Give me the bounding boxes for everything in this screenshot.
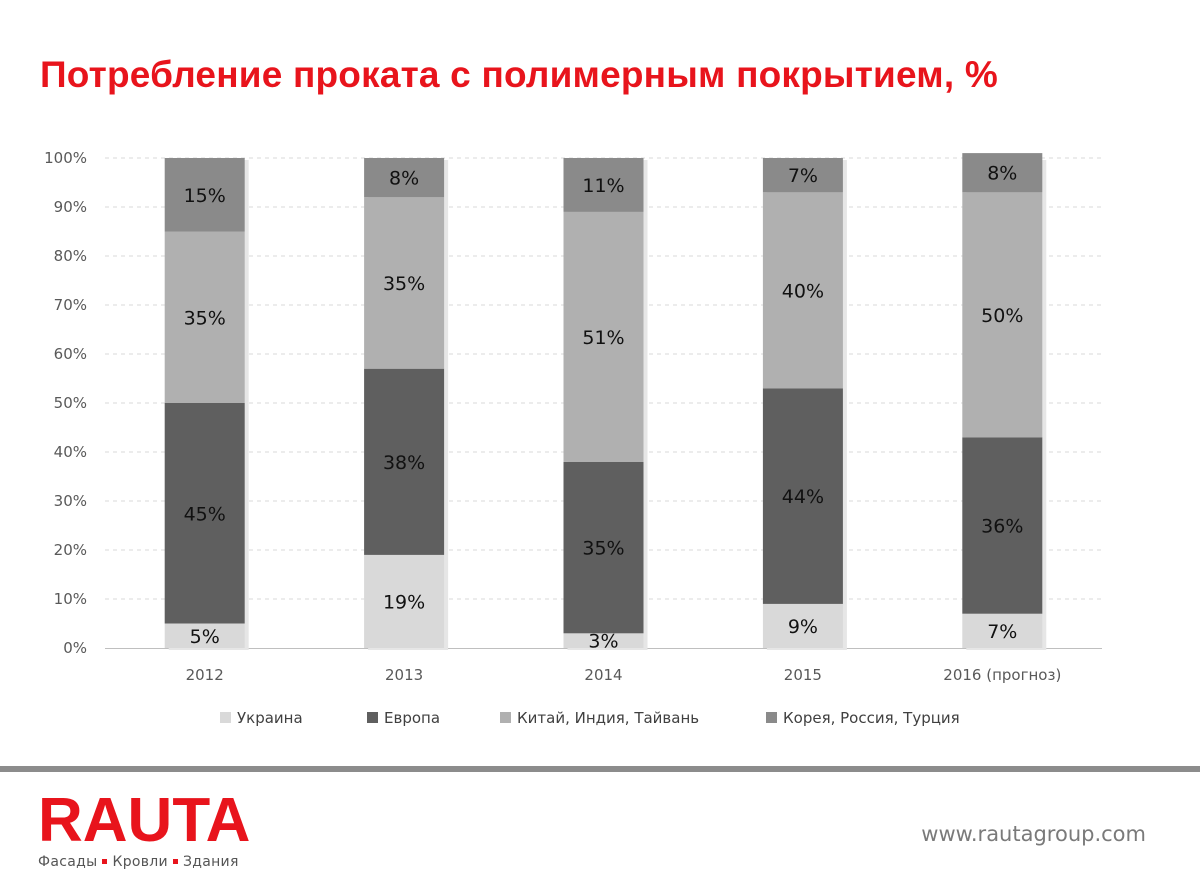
y-tick-label: 60%	[54, 345, 87, 363]
bar-segment	[364, 158, 445, 198]
data-label: 51%	[582, 327, 624, 349]
data-label: 35%	[184, 307, 226, 329]
data-label: 38%	[383, 452, 425, 474]
bar-segment	[762, 192, 843, 389]
data-label: 9%	[788, 616, 818, 638]
x-tick-label: 2013	[385, 666, 423, 684]
y-tick-label: 80%	[54, 247, 87, 265]
data-label: 19%	[383, 591, 425, 613]
rauta-logo: RAUTA Фасады Кровли Здания	[38, 786, 251, 871]
legend-label: Корея, Россия, Турция	[783, 709, 960, 727]
tagline-item: Кровли	[112, 854, 168, 870]
legend-swatch	[500, 712, 511, 723]
bar-segment	[563, 158, 644, 212]
x-tick-label: 2014	[584, 666, 622, 684]
legend-swatch	[367, 712, 378, 723]
data-label: 15%	[184, 185, 226, 207]
y-tick-label: 100%	[44, 149, 87, 167]
y-tick-label: 30%	[54, 492, 87, 510]
y-tick-label: 40%	[54, 443, 87, 461]
x-tick-label: 2016 (прогноз)	[943, 666, 1061, 684]
data-label: 35%	[383, 273, 425, 295]
data-label: 44%	[782, 486, 824, 508]
logo-wordmark: RAUTA	[38, 786, 251, 855]
bar-segment	[364, 554, 445, 648]
legend-label: Европа	[384, 709, 440, 727]
bar-segment	[962, 613, 1043, 648]
bar-segment	[962, 153, 1043, 193]
bar-segment	[164, 231, 245, 403]
data-label: 45%	[184, 503, 226, 525]
footer-divider	[0, 766, 1200, 772]
bar-segment	[164, 403, 245, 624]
tagline-separator	[102, 858, 108, 864]
data-label: 50%	[981, 305, 1023, 327]
bar-segment	[563, 461, 644, 634]
tagline-item: Здания	[182, 854, 239, 870]
x-tick-label: 2015	[784, 666, 822, 684]
bar-segment	[364, 368, 445, 555]
website-link[interactable]: www.rautagroup.com	[921, 822, 1146, 846]
bar-segment	[164, 623, 245, 648]
bar-segment	[563, 211, 644, 462]
x-tick-label: 2012	[186, 666, 224, 684]
y-tick-label: 90%	[54, 198, 87, 216]
y-tick-label: 70%	[54, 296, 87, 314]
bar-segment	[364, 197, 445, 369]
y-tick-label: 0%	[63, 639, 87, 657]
legend-label: Китай, Индия, Тайвань	[517, 709, 699, 727]
data-label: 8%	[987, 163, 1017, 185]
stacked-bar-chart: 0% 10% 20% 30% 40% 50% 60% 70% 80% 90% 100% 5% 45% 35…	[44, 149, 1102, 727]
tagline-item: Фасады	[38, 854, 98, 870]
y-tick-label: 50%	[54, 394, 87, 412]
bar-segment	[762, 158, 843, 193]
logo-tagline: Фасады Кровли Здания	[38, 854, 250, 870]
data-label: 5%	[190, 626, 220, 648]
legend-swatch	[766, 712, 777, 723]
bar-segment	[762, 603, 843, 648]
legend-label: Украина	[237, 709, 303, 727]
data-label: 35%	[582, 538, 624, 560]
bar-segment	[164, 158, 245, 232]
data-label: 40%	[782, 280, 824, 302]
data-label: 36%	[981, 516, 1023, 538]
y-tick-label: 10%	[54, 590, 87, 608]
y-tick-label: 20%	[54, 541, 87, 559]
bar-segment	[962, 192, 1043, 438]
bar-segment	[563, 633, 644, 648]
legend-swatch	[220, 712, 231, 723]
bar-segment	[762, 388, 843, 604]
bar-segment	[962, 437, 1043, 614]
data-label: 8%	[389, 168, 419, 190]
data-label: 11%	[582, 175, 624, 197]
data-label: 7%	[987, 621, 1017, 643]
data-label: 7%	[788, 165, 818, 187]
tagline-separator	[172, 858, 178, 864]
data-label: 3%	[588, 631, 618, 653]
page-title: Потребление проката с полимерным покрыти…	[40, 54, 998, 95]
